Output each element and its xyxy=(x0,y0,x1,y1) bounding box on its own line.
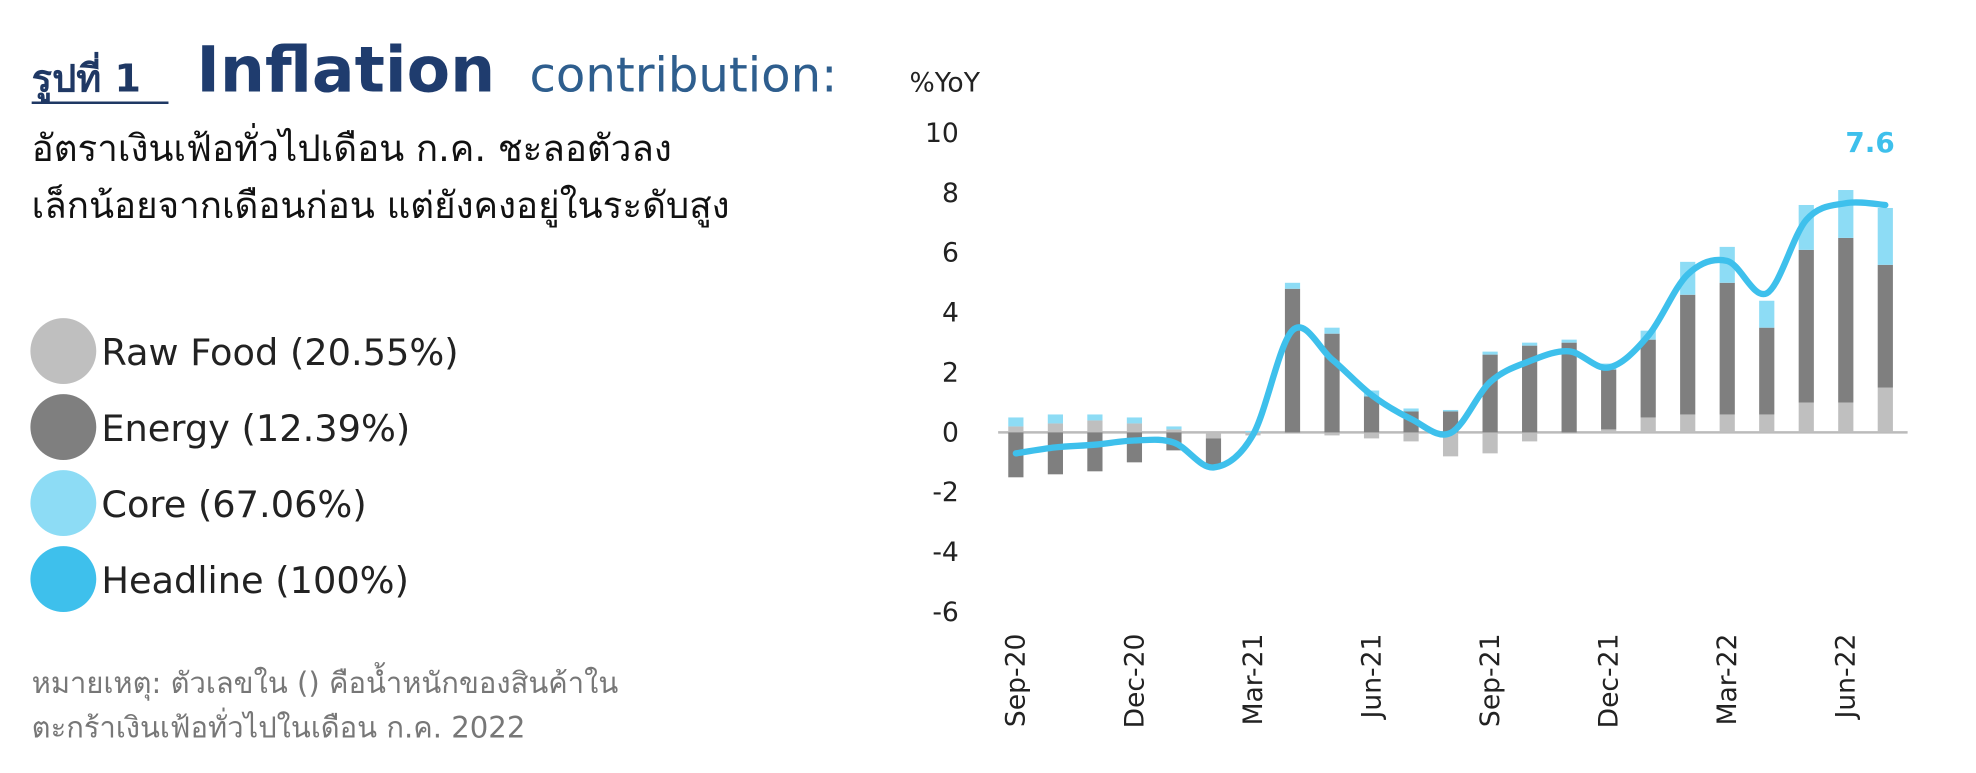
bar xyxy=(1008,426,1024,433)
bar xyxy=(1522,342,1538,346)
bar xyxy=(1482,432,1498,454)
bar xyxy=(1601,429,1617,433)
bar xyxy=(1601,369,1617,430)
x-tick-label: Sep-20 xyxy=(1001,634,1032,728)
bar xyxy=(1719,282,1735,415)
subtitle: อัตราเงินเฟ้อทั่วไปเดือน ก.ค. ชะลอตัวลง xyxy=(32,123,672,170)
x-tick-label: Mar-22 xyxy=(1712,634,1743,726)
x-tick-label: Sep-21 xyxy=(1475,634,1506,728)
bar xyxy=(1640,339,1656,418)
bar xyxy=(1126,417,1143,424)
bar xyxy=(1284,288,1301,433)
data-label: 7.6 xyxy=(1845,126,1894,159)
bar xyxy=(1798,249,1814,403)
bar xyxy=(1877,387,1893,433)
x-tick-label: Mar-21 xyxy=(1238,633,1269,725)
figure-label: รูปที่ 1 xyxy=(32,51,141,102)
title: Inflation xyxy=(196,32,495,106)
note: หมายเหตุ: ตัวเลขใน () คือน้ำหนักของสินค้… xyxy=(32,662,619,701)
bar xyxy=(1759,327,1775,415)
bar xyxy=(1166,429,1182,433)
bar xyxy=(1363,432,1380,439)
bar xyxy=(1442,432,1459,457)
bar xyxy=(1205,438,1222,466)
bar xyxy=(1719,414,1735,433)
legend-label: Energy (12.39%) xyxy=(101,407,410,450)
x-tick-label: Dec-21 xyxy=(1594,633,1625,728)
bar xyxy=(1522,432,1538,442)
bar xyxy=(1759,414,1775,433)
bar xyxy=(1087,414,1103,421)
bar xyxy=(1205,432,1222,439)
bar xyxy=(1047,414,1063,424)
y-tick-label: -2 xyxy=(932,477,959,508)
bar xyxy=(1324,327,1340,334)
bar xyxy=(1680,294,1696,415)
bar xyxy=(1166,426,1182,430)
bar xyxy=(1561,342,1577,433)
bar xyxy=(1838,237,1854,403)
bar xyxy=(1087,420,1103,433)
bar xyxy=(1877,207,1893,265)
legend-swatch xyxy=(30,546,97,612)
legend-swatch xyxy=(30,394,97,460)
bar xyxy=(1442,409,1459,412)
bar xyxy=(1284,282,1301,289)
bar xyxy=(1047,432,1063,475)
bar xyxy=(1403,408,1419,412)
bar xyxy=(1838,190,1854,238)
note: ตะกร้าเงินเฟ้อทั่วไปในเดือน ก.ค. 2022 xyxy=(32,707,526,744)
bar xyxy=(1008,417,1024,427)
y-tick-label: 2 xyxy=(942,357,959,388)
bar xyxy=(1126,432,1143,463)
bar xyxy=(1403,432,1419,442)
legend-label: Core (67.06%) xyxy=(101,483,366,526)
bar xyxy=(1719,246,1735,283)
y-tick-label: -6 xyxy=(932,597,959,628)
bar xyxy=(1482,354,1498,433)
title-rest: contribution: xyxy=(529,47,837,103)
headline-line xyxy=(1012,199,1889,471)
y-tick-label: 6 xyxy=(942,238,959,269)
legend-swatch xyxy=(30,318,97,384)
bar xyxy=(1798,402,1814,433)
y-tick-label: 8 xyxy=(942,178,959,209)
x-tick-label: Jun-21 xyxy=(1356,634,1387,721)
bar xyxy=(1522,345,1538,433)
bar xyxy=(1324,333,1340,433)
bar xyxy=(1324,432,1340,436)
legend-label: Headline (100%) xyxy=(101,559,409,602)
y-tick-label: 4 xyxy=(942,298,959,329)
y-tick-label: 0 xyxy=(942,417,959,448)
bar xyxy=(1363,396,1380,433)
bar xyxy=(1640,417,1656,433)
legend-label: Raw Food (20.55%) xyxy=(101,331,458,374)
x-tick-label: Dec-20 xyxy=(1119,633,1150,728)
bar xyxy=(1838,402,1854,433)
bar xyxy=(1087,432,1103,472)
bar xyxy=(1047,423,1063,433)
y-tick-label: -4 xyxy=(932,537,959,568)
bar xyxy=(1877,264,1893,388)
bar xyxy=(1561,339,1577,343)
bar xyxy=(1759,300,1775,328)
x-tick-label: Jun-22 xyxy=(1831,634,1862,721)
bar xyxy=(1482,351,1498,355)
y-tick-label: 10 xyxy=(925,118,959,149)
y-label: %YoY xyxy=(909,67,980,98)
subtitle: เล็กน้อยจากเดือนก่อน แต่ยังคงอยู่ในระดับ… xyxy=(32,183,730,228)
legend-swatch xyxy=(30,470,97,536)
bar xyxy=(1126,423,1143,433)
bar xyxy=(1680,414,1696,433)
